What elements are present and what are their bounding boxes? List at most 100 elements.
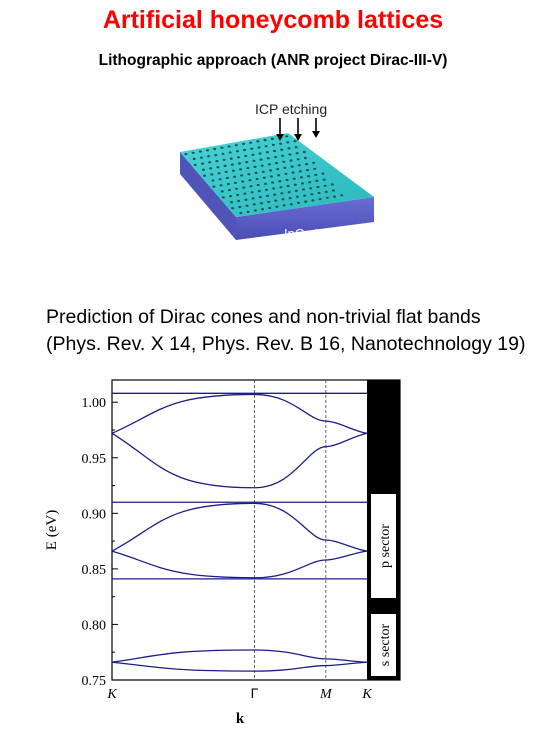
etched-hole <box>310 193 314 196</box>
etched-hole <box>253 209 257 212</box>
etched-hole <box>333 195 336 198</box>
etched-hole <box>276 168 280 171</box>
etched-hole <box>322 178 326 181</box>
etched-hole <box>290 165 294 168</box>
etched-hole <box>265 188 268 191</box>
etched-hole <box>294 146 298 149</box>
etched-hole <box>301 182 304 185</box>
page-title: Artificial honeycomb lattices <box>102 6 444 34</box>
etched-hole <box>230 163 234 166</box>
etched-hole <box>271 181 275 184</box>
etched-hole <box>253 165 257 168</box>
etched-hole <box>254 171 258 174</box>
etched-hole <box>282 204 286 207</box>
page-subtitle: Lithographic approach (ANR project Dirac… <box>98 52 448 69</box>
etched-hole <box>295 152 299 155</box>
x-axis-label: k <box>236 711 245 727</box>
etched-hole <box>294 189 298 192</box>
etched-hole <box>230 201 233 204</box>
etched-hole <box>239 211 243 215</box>
etched-hole <box>184 153 188 156</box>
x-tick-label: Γ <box>251 685 259 701</box>
etched-hole <box>304 200 308 203</box>
etched-hole <box>262 176 266 179</box>
etched-hole <box>312 161 316 164</box>
etched-hole <box>263 139 267 142</box>
etched-hole <box>268 206 272 210</box>
etched-hole <box>283 166 287 169</box>
etched-hole <box>291 171 295 174</box>
etched-hole <box>244 198 248 201</box>
etched-hole <box>229 157 233 160</box>
etched-hole <box>289 159 293 162</box>
etched-hole <box>245 204 249 207</box>
etched-holes <box>184 135 344 215</box>
etched-hole <box>234 181 237 184</box>
etched-hole <box>221 196 225 199</box>
etched-hole <box>261 170 265 173</box>
etched-hole <box>256 183 260 187</box>
etched-hole <box>313 167 317 170</box>
y-tick-label: 0.85 <box>82 563 107 578</box>
etched-hole <box>198 150 202 153</box>
etched-hole <box>302 150 306 154</box>
band-line <box>111 661 368 672</box>
band-line <box>111 393 368 434</box>
etched-hole <box>270 175 273 178</box>
etched-hole <box>257 146 261 149</box>
etched-hole <box>231 207 235 210</box>
s-sector-label: s sector <box>378 623 393 666</box>
etched-hole <box>308 181 312 184</box>
etched-hole <box>241 180 245 183</box>
etched-hole <box>260 164 264 167</box>
band-line <box>111 502 368 552</box>
etched-hole <box>306 169 309 172</box>
etched-hole <box>316 185 320 189</box>
etched-hole <box>324 190 328 193</box>
etched-hole <box>299 176 303 179</box>
etched-hole <box>267 163 271 166</box>
etched-hole <box>233 175 236 178</box>
etched-hole <box>224 170 228 173</box>
etched-hole <box>330 183 334 186</box>
etched-hole <box>228 151 232 154</box>
etched-hole <box>252 159 256 162</box>
etched-hole <box>192 157 196 160</box>
etched-hole <box>259 158 263 161</box>
etched-hole <box>234 144 238 147</box>
etched-hole <box>258 152 262 155</box>
etched-hole <box>202 168 205 171</box>
etched-hole <box>264 145 268 148</box>
etched-hole <box>216 166 220 169</box>
etched-hole <box>285 178 289 182</box>
etched-hole <box>236 193 240 196</box>
etched-hole <box>217 172 221 175</box>
etched-hole <box>315 179 319 182</box>
prediction-text: Prediction of Dirac cones and non-trivia… <box>46 304 536 358</box>
etched-hole <box>209 167 213 170</box>
etched-hole <box>278 180 282 183</box>
etched-hole <box>287 147 291 150</box>
etched-hole <box>235 150 239 153</box>
band-structure-chart: p sector s sector 0.75 0.80 0.85 0.90 0.95 1.… <box>44 379 401 727</box>
etched-hole <box>219 184 223 187</box>
etched-hole <box>295 195 299 198</box>
etched-hole <box>223 164 227 167</box>
etched-hole <box>199 156 203 159</box>
material-label: InGaAs <box>284 226 328 241</box>
etched-hole <box>340 194 344 197</box>
etched-hole <box>237 199 241 202</box>
etched-hole <box>331 189 335 192</box>
etched-hole <box>237 156 240 159</box>
etched-hole <box>288 153 292 156</box>
etched-hole <box>281 198 285 201</box>
etched-hole <box>229 195 232 198</box>
etched-hole <box>272 187 276 190</box>
etched-hole <box>266 157 270 160</box>
etched-hole <box>267 200 271 203</box>
etched-hole <box>269 169 272 172</box>
etched-hole <box>235 187 239 190</box>
etched-hole <box>309 187 313 190</box>
x-tick-label: K <box>106 687 117 702</box>
etched-hole <box>206 149 209 152</box>
